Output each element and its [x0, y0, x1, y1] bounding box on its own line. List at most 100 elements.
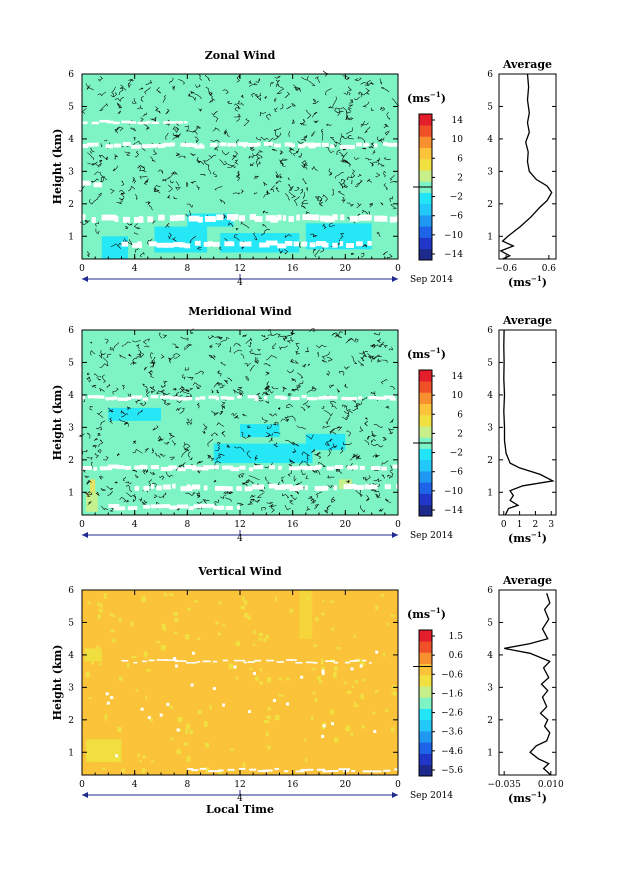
heatmap-patch — [213, 443, 313, 464]
colorbar-segment — [419, 630, 432, 642]
data-gap — [290, 659, 297, 661]
colorbar-segment — [419, 764, 432, 777]
heatmap-patch — [299, 590, 313, 639]
data-gap — [202, 503, 215, 508]
data-gap — [305, 661, 314, 664]
data-gap — [348, 483, 357, 489]
average-x-label: (ms−1) — [508, 274, 547, 289]
data-gap — [280, 396, 288, 400]
data-gap — [188, 215, 200, 222]
data-gap — [166, 659, 178, 661]
data-gap — [146, 120, 151, 124]
heatmap-patch — [85, 492, 98, 512]
data-gap — [273, 143, 281, 148]
data-gap — [122, 142, 131, 146]
data-gap — [134, 485, 139, 491]
x-tick-label: 0 — [79, 520, 85, 530]
data-gap — [242, 143, 247, 148]
average-frame — [498, 589, 557, 776]
y-tick-label: 4 — [68, 651, 74, 661]
data-gap — [162, 484, 170, 490]
data-gap — [274, 485, 286, 490]
data-gap — [218, 506, 223, 511]
data-gap — [303, 142, 315, 147]
data-gap — [322, 485, 329, 491]
colorbar-tick-label: −0.6 — [441, 670, 463, 680]
data-gap — [156, 242, 169, 248]
x-tick-label: 16 — [287, 264, 299, 274]
data-gap — [215, 485, 227, 491]
data-gap — [274, 767, 280, 770]
day-arrow-right — [392, 792, 398, 798]
data-gap — [101, 214, 113, 221]
data-gap — [131, 144, 141, 149]
x-tick-label: 0 — [79, 780, 85, 790]
average-x-tick-label: 2 — [533, 520, 539, 530]
data-gap — [268, 465, 276, 470]
data-gap — [285, 659, 293, 661]
colorbar-tick-label: −10 — [444, 487, 463, 497]
data-gap — [339, 241, 344, 247]
data-gap — [160, 395, 171, 399]
colorbar-tick-label: 10 — [452, 135, 464, 145]
data-gap — [338, 768, 351, 771]
data-gap — [91, 121, 99, 125]
heatmap-patch — [85, 739, 122, 763]
data-gap — [313, 662, 318, 664]
average-y-tick-label: 4 — [487, 651, 493, 661]
data-gap — [202, 660, 211, 663]
data-gap — [238, 767, 246, 770]
average-y-tick-label: 3 — [487, 683, 493, 693]
chart-title: Vertical Wind — [197, 565, 282, 578]
day-label: 4 — [237, 534, 243, 544]
data-gap — [143, 504, 150, 509]
data-gap — [383, 141, 388, 146]
data-gap — [179, 242, 186, 248]
data-gap — [389, 216, 397, 223]
data-gap — [215, 397, 220, 401]
data-gap — [172, 483, 176, 489]
colorbar-segment — [419, 158, 432, 171]
x-tick-label: 12 — [234, 264, 245, 274]
data-gap — [82, 214, 86, 220]
y-axis-label: Height (km) — [51, 645, 64, 721]
data-gap — [208, 770, 221, 773]
data-gap — [308, 144, 316, 149]
colorbar-tick-label: −5.6 — [441, 766, 463, 776]
data-gap — [170, 142, 175, 147]
data-gap — [221, 465, 234, 470]
data-gap — [222, 659, 228, 662]
average-y-tick-label: 5 — [487, 618, 493, 628]
colorbar-tick-label: 2 — [457, 429, 463, 439]
colorbar-segment — [419, 719, 432, 732]
heatmap-patch — [154, 226, 208, 253]
average-y-tick-label: 6 — [487, 326, 493, 336]
data-gap — [339, 144, 352, 149]
data-gap — [191, 466, 199, 471]
data-gap — [220, 396, 227, 400]
data-gap — [203, 241, 211, 247]
data-gap — [316, 768, 326, 771]
data-gap — [243, 661, 248, 664]
data-gap — [138, 216, 143, 222]
data-gap — [328, 769, 339, 772]
data-gap — [378, 215, 388, 222]
average-y-tick-label: 2 — [487, 200, 493, 210]
data-gap — [247, 395, 258, 399]
chart-title: Meridional Wind — [188, 305, 292, 318]
data-gap — [278, 465, 282, 470]
data-gap — [338, 465, 344, 469]
data-gap — [150, 504, 163, 509]
data-gap — [148, 659, 155, 662]
data-gap — [315, 241, 327, 246]
average-x-tick-label: 0.010 — [538, 780, 564, 790]
average-y-tick-label: 5 — [487, 358, 493, 368]
colorbar-tick-label: −3.6 — [441, 728, 463, 738]
data-gap — [113, 506, 121, 511]
data-gap — [94, 142, 99, 147]
data-gap — [308, 466, 320, 470]
data-gap — [249, 214, 256, 220]
data-gap — [259, 465, 264, 469]
data-gap — [295, 770, 305, 773]
